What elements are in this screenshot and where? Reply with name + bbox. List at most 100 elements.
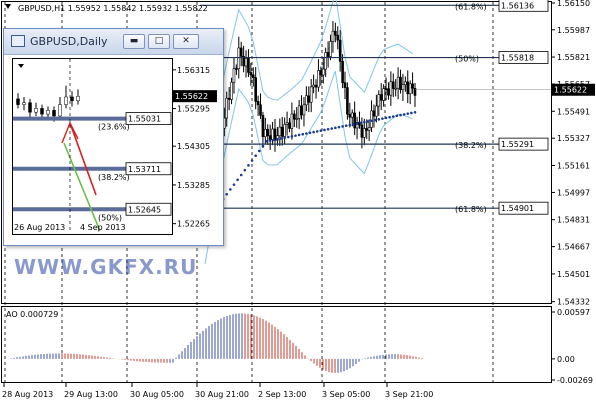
inset-axis-label: 1.54305 [177, 142, 210, 151]
candle-body [225, 97, 229, 119]
candle-body [399, 76, 402, 91]
inset-candle-body [16, 98, 20, 105]
price-axis-label: 1.55491 [557, 107, 590, 116]
sar-dot [312, 130, 315, 134]
candle-body [264, 128, 267, 137]
inset-title: GBPUSD,Daily [30, 35, 108, 48]
sar-dot [243, 168, 247, 172]
fibo-price-tag [498, 0, 549, 12]
sar-dot [265, 139, 268, 143]
inset-menu-arrow-icon[interactable] [18, 64, 24, 68]
sar-dot [355, 122, 359, 125]
price-axis-label: 1.54831 [557, 216, 590, 225]
candle-body [235, 68, 238, 70]
minimize-icon: ▬ [129, 36, 139, 46]
time-axis-label: 3 Sep 05:00 [322, 390, 370, 399]
inset-price-tag [125, 202, 172, 216]
candle-body [302, 104, 306, 116]
sar-dot [391, 115, 395, 118]
candle-body [307, 95, 311, 103]
fibo-price-label: 1.55818 [501, 54, 534, 63]
candle-body [394, 87, 397, 90]
sar-dot [308, 131, 312, 135]
candle-body [396, 76, 400, 89]
fibo-level-pct: (61.8%) [455, 2, 487, 11]
candle-body [305, 95, 308, 106]
inset-plot[interactable]: 1.56315 1.55295 1.54305 1.53285 1.52265 (23.6… [4, 55, 223, 245]
inset-axis-label: 1.55295 [177, 105, 210, 114]
candle-body [411, 83, 414, 89]
inset-candle-body [76, 95, 80, 102]
fibo-level-pct: (38.2%) [455, 141, 487, 150]
price-axis-label: 1.54997 [557, 188, 590, 197]
chart-menu-arrow-icon[interactable] [5, 4, 11, 9]
candle-body [249, 72, 253, 76]
fibo-price-tag [498, 137, 549, 151]
candle-body [408, 83, 412, 95]
inset-series: 1.56315 1.55295 1.54305 1.53285 1.52265 (23.6… [13, 59, 217, 233]
candle-body [280, 126, 284, 137]
inset-date-label: 26 Aug 2013 [14, 223, 65, 232]
candle-body [278, 126, 282, 137]
candle-body [288, 122, 291, 129]
fibonacci-levels: (61.8%) 1.56136 (50%) 1.55818 (38.2%) 1.55291… [200, 0, 549, 215]
bollinger-upper-band [204, 0, 413, 186]
inset-price-label: 1.52645 [128, 205, 161, 214]
inset-titlebar[interactable]: GBPUSD,Daily ▬ □ ✕ [4, 29, 223, 55]
maximize-button[interactable]: □ [148, 34, 170, 49]
candle-body [348, 113, 352, 118]
sar-dot [261, 144, 265, 148]
time-axis-label: 30 Aug 21:00 [195, 390, 249, 399]
fibo-price-label: 1.54901 [501, 204, 534, 213]
candle-body [309, 86, 313, 103]
candle-body [256, 101, 260, 106]
sar-dot [247, 164, 250, 167]
indicator-label: AO 0.000729 [6, 310, 58, 319]
inset-chart-window[interactable]: GBPUSD,Daily ▬ □ ✕ 1.56315 1.55295 1.54305… [3, 28, 224, 246]
inset-candle-body [52, 110, 56, 117]
candle-body [336, 34, 340, 41]
candle-body [242, 56, 245, 67]
price-axis-label: 1.54332 [557, 298, 590, 307]
candle-body [321, 68, 325, 76]
sar-dot [254, 154, 257, 158]
ao-axis-label: 0.00597 [557, 308, 590, 317]
fibo-price-tag [498, 51, 549, 64]
candle-body [273, 128, 277, 141]
close-icon: ✕ [182, 36, 190, 46]
sar-dot [377, 118, 381, 121]
fibo-price-tag [498, 201, 549, 215]
inset-level-pct: (38.2%) [98, 173, 130, 182]
maximize-icon: □ [154, 36, 164, 46]
inset-candle-body [46, 110, 50, 115]
inset-price-label: 1.53711 [128, 165, 161, 174]
minimize-button[interactable]: ▬ [123, 34, 145, 49]
close-button[interactable]: ✕ [173, 34, 199, 49]
inset-level-pct: (23.6%) [98, 123, 130, 132]
price-axis-label: 1.56150 [557, 0, 590, 8]
inset-candle-body [22, 102, 26, 105]
sar-dot [258, 149, 261, 153]
candle-body [261, 115, 265, 137]
current-price-tag [552, 83, 595, 96]
sar-dot [323, 128, 326, 132]
sar-dot [363, 120, 366, 124]
candle-body [331, 30, 335, 42]
fibo-price-label: 1.56136 [501, 1, 534, 10]
candle-body [329, 41, 332, 57]
price-axis-label: 1.55161 [557, 161, 590, 170]
sar-dot [381, 117, 384, 120]
price-axis-label: 1.55327 [557, 134, 590, 143]
time-axis-label: 2 Sep 13:00 [258, 390, 306, 399]
sar-dot [229, 188, 232, 191]
inset-candle-body [64, 96, 68, 105]
candle-body [297, 105, 301, 119]
sar-dot [272, 138, 276, 142]
inset-current-price-tag [173, 90, 217, 103]
candle-body [285, 122, 289, 125]
candle-body [312, 84, 315, 88]
sar-dot [334, 126, 337, 130]
ao-axis-label: 0.00 [557, 355, 575, 364]
